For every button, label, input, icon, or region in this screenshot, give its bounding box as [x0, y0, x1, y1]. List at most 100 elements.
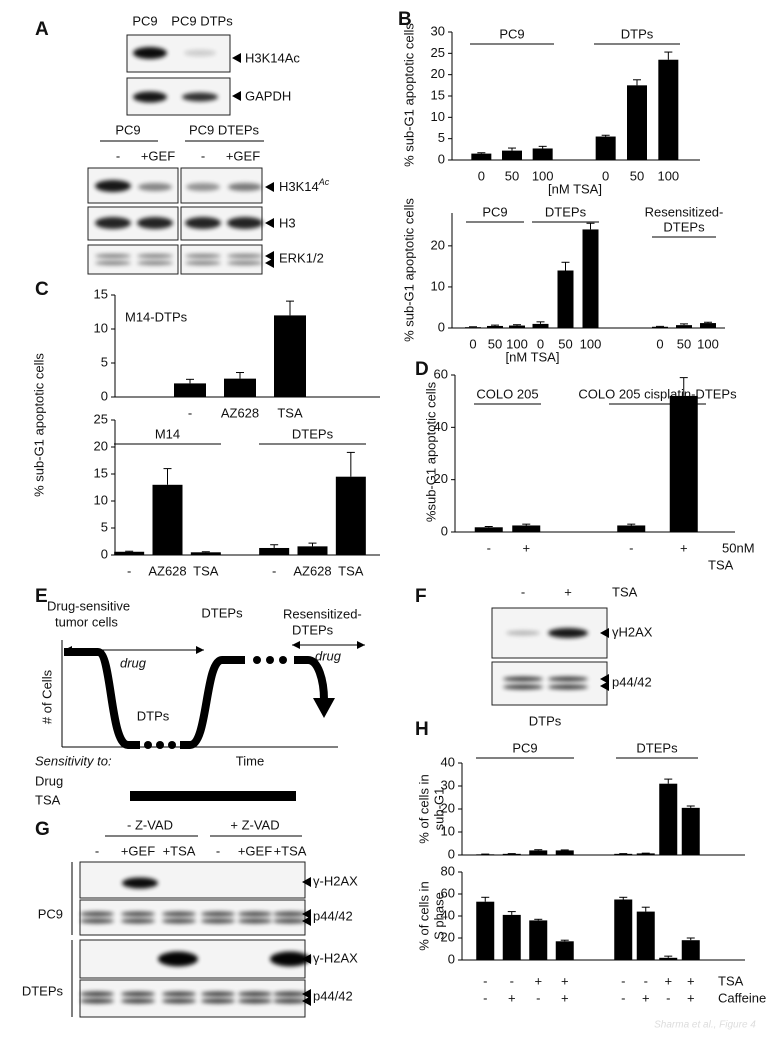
blot-band [201, 911, 235, 917]
blot-band [137, 254, 173, 258]
x-axis-title: [nM TSA] [506, 349, 560, 364]
arrowhead [196, 646, 204, 654]
y-tick-label: 5 [101, 354, 108, 369]
treatment-sign: + [687, 973, 695, 988]
blot-band [162, 998, 196, 1004]
lane-label: + [564, 584, 572, 599]
label: Drug-sensitive [47, 598, 130, 613]
blot-band [133, 91, 167, 103]
lane-label: +GEF [121, 843, 155, 858]
blot-band [228, 183, 262, 191]
blot-band [162, 911, 196, 917]
x-tick-label: 0 [537, 336, 544, 351]
panel-label: E [35, 586, 48, 607]
y-tick-label: 15 [94, 465, 108, 480]
panel-label: A [35, 19, 49, 40]
blot-band [182, 92, 218, 102]
chart: 0 5 10 15 % sub-G1 apoptotic cells M14-DTPs - A… [31, 286, 380, 497]
error-bar [686, 937, 695, 941]
blot-band [186, 183, 220, 191]
bar [614, 899, 633, 960]
footer: Sharma et al., Figure 4 [654, 1020, 756, 1031]
panel-label: F [415, 586, 427, 607]
blot [180, 244, 263, 275]
bar [582, 229, 599, 328]
label: tumor cells [55, 614, 118, 629]
x-tick-label: 100 [580, 336, 602, 351]
x-tick-label: 100 [657, 168, 679, 183]
group-label: PC9 [499, 26, 524, 41]
error-bar [633, 79, 641, 86]
curve [64, 648, 140, 749]
bar [681, 940, 700, 960]
bar [614, 853, 633, 855]
row-label: p44/42 [612, 674, 652, 689]
treatment-sign: + [561, 973, 569, 988]
dot [279, 656, 287, 664]
error-bar [534, 849, 543, 851]
x-tick-label: AZ628 [148, 563, 186, 578]
x-tick-label: AZ628 [221, 405, 259, 420]
bar [532, 148, 553, 160]
label: Sensitivity to: [35, 753, 112, 768]
error-bar [560, 939, 569, 942]
blot-band [121, 918, 155, 924]
sensitivity-bar [130, 791, 296, 801]
bar [512, 525, 541, 532]
label: drug [120, 655, 147, 670]
y-axis-title: sub-G1 [431, 788, 446, 831]
treatment-sign: - [483, 990, 487, 1005]
bar [555, 941, 574, 960]
row-label-sup: Ac [318, 177, 330, 187]
lane-label: - [95, 843, 99, 858]
blot-band [80, 911, 114, 917]
y-axis-title: % of cells in [416, 881, 431, 950]
y-tick-label: 0 [101, 388, 108, 403]
error-bar [664, 51, 673, 60]
curve [180, 656, 245, 749]
treatment-label: TSA [612, 584, 638, 599]
treatment-name: TSA [718, 973, 744, 988]
blot-band [137, 217, 173, 229]
arrow [265, 251, 274, 261]
chart: 0 10 20 % sub-G1 apoptotic cells PC9 0 50 100 DT… [401, 198, 725, 364]
blot-band [184, 49, 216, 57]
arrow [265, 218, 274, 228]
x-tick-label: 0 [602, 168, 609, 183]
blot-band [162, 918, 196, 924]
lane-label: +GEF [226, 148, 260, 163]
lane-label: +TSA [274, 843, 307, 858]
label: TSA [35, 792, 61, 807]
chart: 0 5 10 15 20 25 M14 - AZ628 TSA DTEPs - AZ628 TSA [94, 411, 380, 578]
sample-label: PC9 [38, 906, 63, 921]
group-label: DTPs [621, 26, 654, 41]
bar [476, 854, 495, 855]
treatment-sign: - [644, 973, 648, 988]
row-label: γH2AX [612, 624, 653, 639]
bar [274, 315, 306, 397]
blot-band [238, 991, 272, 997]
x-tick-label: - [487, 540, 491, 555]
lane-label: - [216, 843, 220, 858]
row-label: ERK1/2 [279, 250, 324, 265]
arrow [232, 53, 241, 63]
treatment-sign: - [621, 990, 625, 1005]
label: DTEPs [292, 622, 334, 637]
group-label: PC9 [512, 740, 537, 755]
bar [652, 326, 668, 328]
x-tick-label: 50 [677, 336, 691, 351]
x-tick-label: - [127, 563, 131, 578]
treatment-sign: + [534, 973, 542, 988]
blot-band [121, 991, 155, 997]
blot-band [80, 991, 114, 997]
blot-band [503, 676, 543, 682]
blot-band [548, 684, 588, 690]
y-tick-label: 30 [441, 777, 455, 792]
y-tick-label: 30 [431, 23, 445, 38]
arrow [600, 628, 609, 638]
row-label: p44/42 [313, 988, 353, 1003]
error-bar [477, 152, 486, 154]
blot-band [185, 261, 221, 265]
y-tick-label: 15 [431, 87, 445, 102]
chart-title: M14-DTPs [125, 309, 188, 324]
